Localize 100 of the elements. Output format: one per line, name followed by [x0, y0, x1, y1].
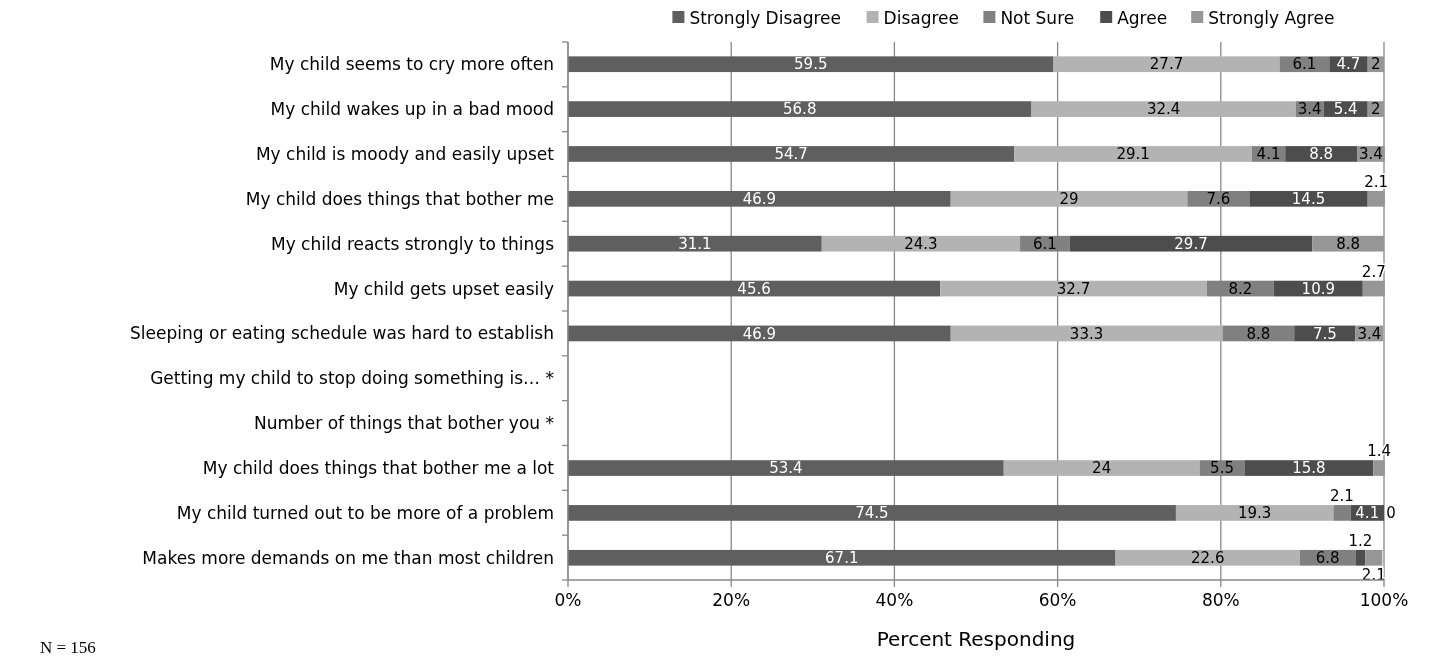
- data-label: 19.3: [1237, 504, 1272, 523]
- data-label: 46.9: [742, 324, 777, 343]
- data-label: 29.7: [1174, 234, 1208, 253]
- x-tick-label: 100%: [1359, 590, 1409, 610]
- y-tick-label: My child does things that bother me a lot: [202, 458, 555, 478]
- data-label: 1.4: [1367, 442, 1392, 461]
- data-label: 4.1: [1256, 145, 1281, 164]
- x-tick-label: 40%: [875, 590, 914, 610]
- data-label: 59.5: [794, 55, 828, 74]
- y-tick-label: My child is moody and easily upset: [255, 143, 555, 164]
- y-tick-label: My child reacts strongly to things: [270, 233, 555, 254]
- y-tick-label: My child seems to cry more often: [269, 54, 554, 75]
- bar: [1373, 460, 1385, 476]
- y-tick-label: My child does things that bother me: [245, 188, 554, 209]
- bar: [950, 190, 1188, 207]
- bar: [950, 325, 1223, 342]
- data-label: 10.9: [1301, 279, 1336, 298]
- y-tick-label: Sleeping or eating schedule was hard to establish: [130, 323, 554, 344]
- data-label: 8.8: [1246, 324, 1271, 343]
- bar: [568, 325, 951, 342]
- bar: [1014, 146, 1252, 162]
- data-label: 2.7: [1361, 262, 1386, 281]
- bar: [1069, 235, 1313, 252]
- data-label: 31.1: [678, 234, 712, 253]
- legend-label: Not Sure: [1000, 7, 1075, 28]
- data-label: 5.5: [1210, 459, 1234, 478]
- bar: [568, 549, 1116, 566]
- text: N = 156: [40, 638, 96, 657]
- x-tick-label: 60%: [1038, 590, 1077, 610]
- data-label: 15.8: [1292, 459, 1326, 478]
- legend-label: Disagree: [883, 7, 960, 28]
- legend-label: Strongly Agree: [1208, 7, 1335, 28]
- y-tick-label: My child wakes up in a bad mood: [270, 99, 554, 120]
- bar: [1362, 280, 1385, 297]
- data-label: 46.9: [742, 190, 777, 209]
- bar: [568, 235, 822, 252]
- y-tick-label: Number of things that bother you *: [253, 413, 554, 434]
- data-label: 56.8: [783, 100, 817, 119]
- x-tick-label: 80%: [1201, 590, 1240, 610]
- data-label: 14.5: [1291, 190, 1326, 209]
- data-label: 2.1: [1364, 173, 1389, 192]
- data-label: 27.7: [1149, 55, 1184, 74]
- bar: [568, 505, 1176, 521]
- bar: [568, 460, 1004, 476]
- data-label: 74.5: [855, 504, 889, 523]
- bar: [1031, 101, 1296, 117]
- bar: [1053, 56, 1280, 73]
- bar: [1333, 505, 1351, 521]
- data-label: 4.7: [1336, 55, 1361, 74]
- data-label: 0: [1386, 504, 1396, 523]
- data-label: 45.6: [737, 279, 771, 298]
- bar: [1249, 190, 1368, 207]
- data-label: 22.6: [1191, 549, 1225, 568]
- bar: [1365, 549, 1383, 566]
- data-label: 6.1: [1292, 55, 1317, 74]
- data-label: 54.7: [774, 145, 808, 164]
- data-label: 8.8: [1336, 234, 1361, 253]
- bar: [568, 190, 951, 207]
- data-label: 24.3: [904, 234, 938, 253]
- data-label: 3.4: [1297, 100, 1322, 119]
- legend-label: Agree: [1117, 7, 1168, 28]
- data-label: 2: [1371, 100, 1381, 119]
- data-label: 67.1: [825, 549, 859, 568]
- data-label: 6.8: [1315, 549, 1340, 568]
- data-label: 7.5: [1312, 324, 1337, 343]
- data-label: 5.4: [1333, 100, 1358, 119]
- data-label: 24: [1092, 459, 1112, 478]
- legend-label: Strongly Disagree: [689, 7, 842, 28]
- data-label: 3.4: [1359, 145, 1383, 164]
- bar: [1244, 460, 1374, 476]
- data-label: 8.8: [1309, 145, 1334, 164]
- bar: [821, 235, 1021, 252]
- data-label: 4.1: [1355, 504, 1380, 523]
- data-label: 32.4: [1146, 100, 1181, 119]
- y-tick-label: My child gets upset easily: [333, 278, 554, 299]
- x-tick-label: 20%: [712, 590, 751, 610]
- data-label: 29: [1059, 190, 1079, 209]
- data-label: 29.1: [1116, 145, 1150, 164]
- bar: [1003, 460, 1200, 476]
- bar: [1355, 549, 1366, 566]
- data-label: 2.1: [1361, 565, 1386, 584]
- data-label: 53.4: [769, 459, 803, 478]
- data-label: 7.6: [1206, 190, 1231, 209]
- data-label: 32.7: [1056, 279, 1091, 298]
- bar: [1367, 190, 1385, 207]
- bar: [940, 280, 1207, 297]
- bar: [568, 56, 1054, 73]
- bar: [568, 101, 1032, 117]
- data-label: 33.3: [1069, 324, 1104, 343]
- bar: [568, 280, 941, 297]
- bar: [1115, 549, 1300, 566]
- data-label: 1.2: [1348, 532, 1373, 551]
- bar: [568, 146, 1015, 162]
- data-label: 2.1: [1330, 487, 1354, 506]
- data-label: 3.4: [1357, 324, 1382, 343]
- x-tick-label: 0%: [554, 590, 582, 610]
- data-label: 8.2: [1228, 279, 1253, 298]
- bar: [1175, 505, 1334, 521]
- y-tick-label: Getting my child to stop doing something is… *: [150, 368, 554, 389]
- data-label: 2: [1371, 55, 1381, 74]
